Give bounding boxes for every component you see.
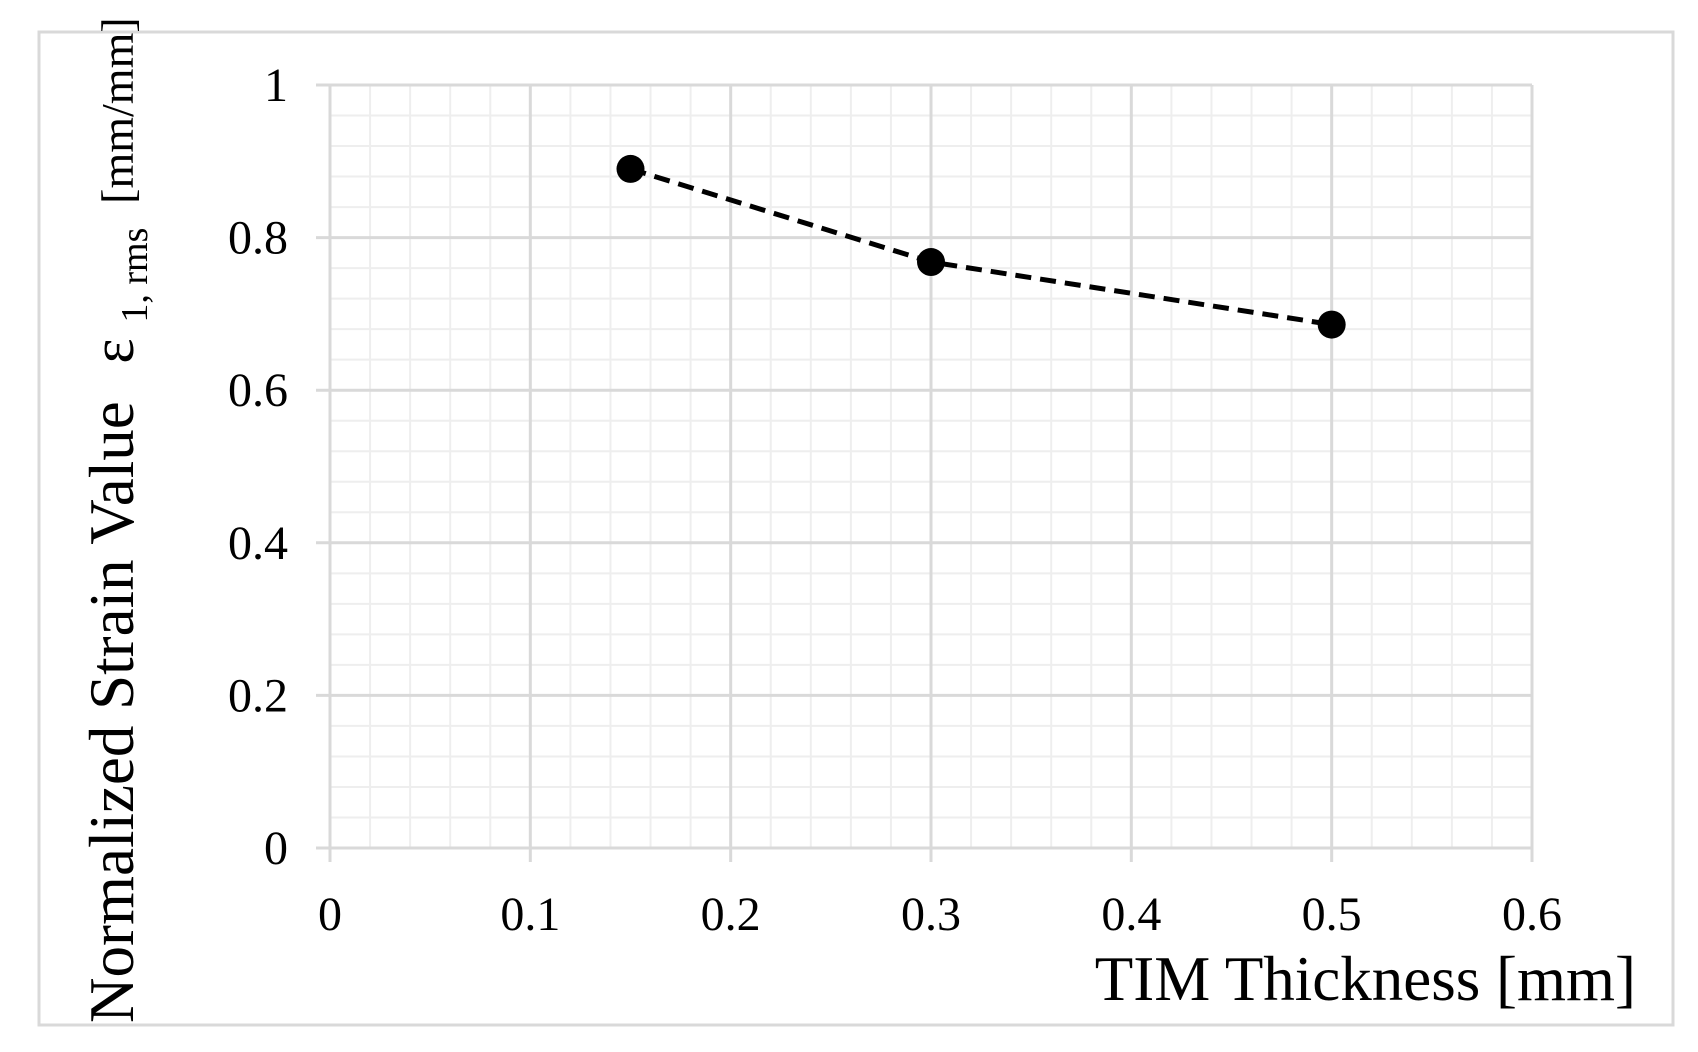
x-tick-label: 0.1 xyxy=(500,888,560,941)
series-layer xyxy=(616,154,1346,339)
x-tick-label: 0.2 xyxy=(701,888,761,941)
y-axis-title-unit: [mm/mm] xyxy=(92,17,143,204)
y-tick-label: 0 xyxy=(264,822,288,875)
x-tick-label: 0.3 xyxy=(901,888,961,941)
y-axis-title-symbol: ε xyxy=(80,338,146,363)
x-tick-label: 0 xyxy=(318,888,342,941)
x-tick-label: 0.4 xyxy=(1101,888,1161,941)
x-axis-title: TIM Thickness [mm] xyxy=(1095,944,1636,1014)
data-point xyxy=(1317,310,1346,339)
y-axis-title-text: Normalized Strain Value ε 1, rms [mm/mm] xyxy=(77,17,161,1023)
y-tick-label: 0.6 xyxy=(228,364,288,417)
y-axis-title: Normalized Strain Value ε 1, rms [mm/mm] xyxy=(77,17,161,1023)
x-tick-label: 0.5 xyxy=(1302,888,1362,941)
data-point xyxy=(917,248,945,277)
y-axis-title-subscript: 1, rms xyxy=(114,228,156,323)
data-point xyxy=(616,154,645,183)
y-axis-title-main: Normalized Strain Value xyxy=(77,401,147,1023)
y-tick-label: 0.4 xyxy=(228,517,288,570)
chart-frame xyxy=(37,30,1675,1027)
axes xyxy=(316,85,1532,850)
tick-labels: 0 0.1 0.2 0.3 0.4 0.5 0.6 0 0.2 0.4 0.6 0.8 1 xyxy=(228,59,1562,941)
y-tick-label: 0.8 xyxy=(228,212,288,265)
y-tick-label: 1 xyxy=(264,59,288,112)
x-tick-label: 0.6 xyxy=(1502,888,1562,941)
y-tick-label: 0.2 xyxy=(228,669,288,722)
